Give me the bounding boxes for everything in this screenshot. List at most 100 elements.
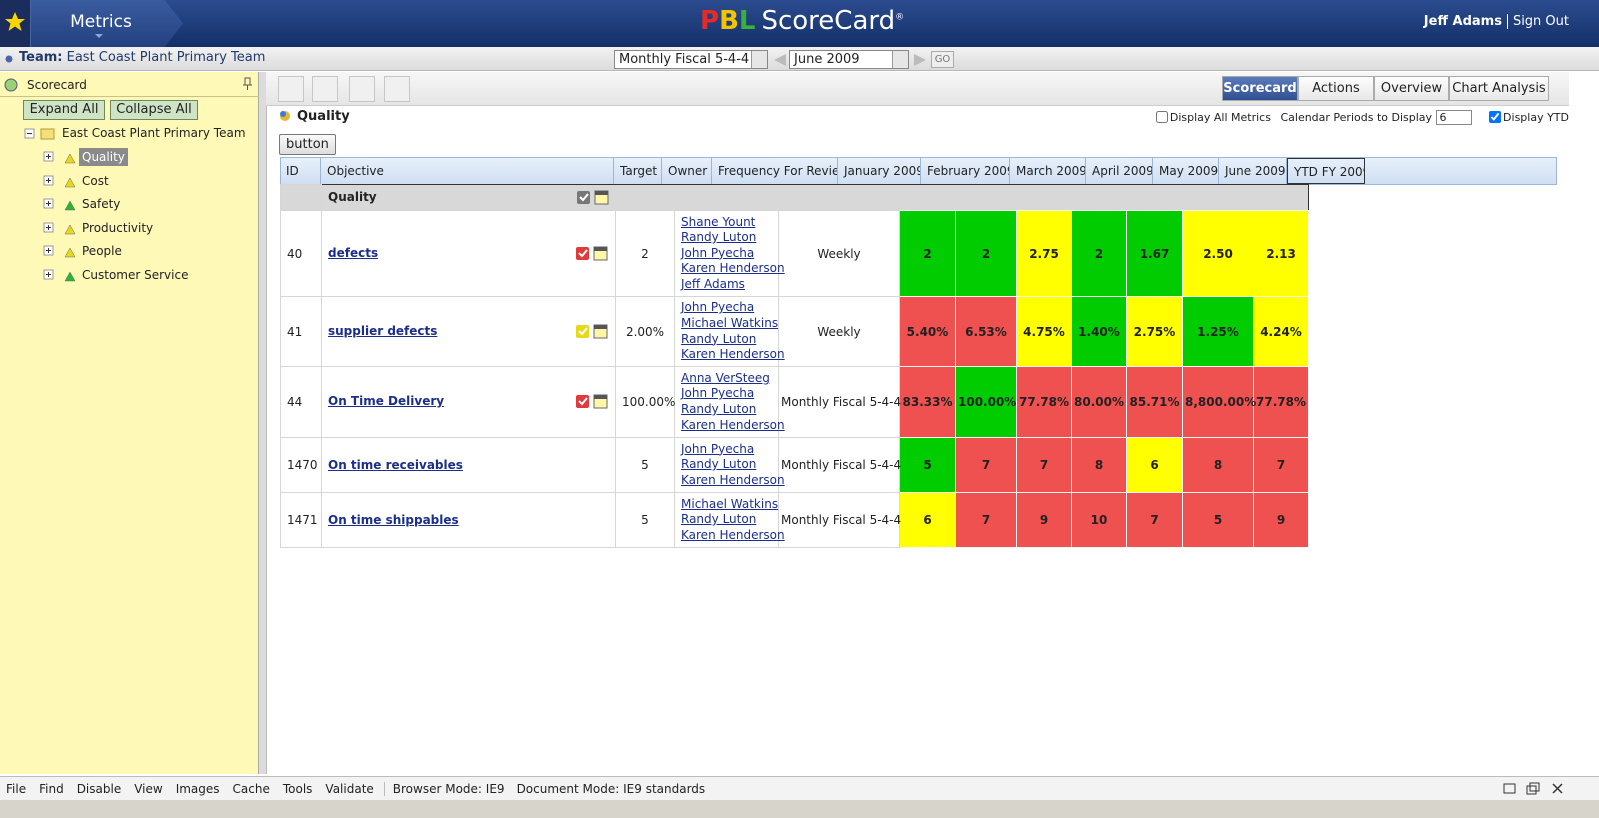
score-cell[interactable]: 5	[899, 437, 956, 493]
copy-button[interactable]	[312, 76, 338, 102]
frequency-select[interactable]: Monthly Fiscal 5-4-4	[614, 50, 768, 69]
score-cell[interactable]: 77.78%	[1252, 366, 1310, 438]
period-select[interactable]: June 2009	[789, 50, 909, 69]
score-cell[interactable]: 2	[899, 210, 956, 297]
favorite-button[interactable]	[278, 76, 304, 102]
owner-link[interactable]: John Pyecha	[681, 441, 755, 456]
print-button[interactable]	[349, 76, 375, 102]
score-cell[interactable]: 7	[955, 492, 1017, 548]
sign-out[interactable]: Sign Out	[1506, 14, 1569, 29]
score-cell[interactable]: 7	[1016, 437, 1072, 493]
objective-link[interactable]: supplier defects	[328, 323, 438, 338]
score-cell[interactable]: 8	[1182, 437, 1254, 493]
score-cell[interactable]: 85.71%	[1126, 366, 1183, 438]
owner-link[interactable]: Randy Luton	[681, 457, 757, 472]
objective-link[interactable]: On time receivables	[328, 458, 463, 472]
document-mode[interactable]: Document Mode: IE9 standards	[517, 782, 706, 796]
browser-mode[interactable]: Browser Mode: IE9	[383, 782, 505, 796]
owner-link[interactable]: Anna VerSteeg	[681, 370, 770, 385]
score-cell[interactable]: 6.53%	[955, 296, 1017, 367]
objective-link[interactable]: On Time Delivery	[328, 394, 445, 408]
menu-label[interactable]: Metrics	[70, 12, 132, 32]
owner-link[interactable]: Michael Watkins	[681, 315, 779, 330]
favorites-star[interactable]	[0, 0, 31, 47]
pin-icon[interactable]	[242, 77, 254, 91]
score-cell[interactable]: 83.33%	[899, 366, 956, 438]
score-cell[interactable]: 5	[1182, 492, 1254, 548]
score-cell[interactable]: 2.13	[1252, 210, 1310, 297]
column-header[interactable]: June 2009	[1219, 158, 1287, 184]
score-cell[interactable]: 2	[1071, 210, 1127, 297]
owner-link[interactable]: John Pyecha	[681, 386, 755, 401]
score-cell[interactable]: 1.40%	[1071, 296, 1127, 367]
owner-link[interactable]: Karen Henderson	[681, 472, 785, 487]
tree-node[interactable]: Productivity	[82, 220, 154, 235]
score-cell[interactable]: 77.78%	[1016, 366, 1072, 438]
score-cell[interactable]: 2.75	[1016, 210, 1072, 297]
owner-link[interactable]: John Pyecha	[681, 300, 755, 315]
tree-node[interactable]: Cost	[82, 173, 109, 188]
display-ytd-checkbox[interactable]	[1489, 111, 1502, 123]
score-cell[interactable]: 2	[955, 210, 1017, 297]
owner-link[interactable]: Karen Henderson	[681, 527, 785, 542]
column-header[interactable]: ID	[280, 158, 321, 184]
score-cell[interactable]: 1.25%	[1182, 296, 1254, 367]
score-cell[interactable]: 80.00%	[1071, 366, 1127, 438]
column-header[interactable]: Frequency For Review	[712, 158, 838, 184]
owner-link[interactable]: Karen Henderson	[681, 261, 785, 276]
owner-link[interactable]: John Pyecha	[681, 245, 755, 260]
column-header[interactable]: January 2009	[838, 158, 921, 184]
column-header[interactable]: Owner	[662, 158, 712, 184]
owner-link[interactable]: Randy Luton	[681, 402, 757, 416]
email-button[interactable]	[384, 76, 410, 102]
owner-link[interactable]: Karen Henderson	[681, 347, 785, 362]
owner-link[interactable]: Michael Watkins	[681, 496, 779, 511]
score-cell[interactable]: 9	[1252, 492, 1310, 548]
devtools-menu-item[interactable]: Tools	[282, 782, 313, 796]
column-header[interactable]: YTD FY 2009	[1287, 158, 1365, 184]
tab[interactable]: Scorecard	[1222, 76, 1298, 101]
score-cell[interactable]: 8,800.00%	[1182, 366, 1256, 438]
prev-arrow[interactable]	[771, 52, 789, 68]
column-header[interactable]: Target	[614, 158, 662, 184]
tree-node[interactable]: People	[82, 244, 122, 259]
go-button[interactable]: GO	[931, 51, 954, 68]
column-header[interactable]: February 2009	[921, 158, 1010, 184]
window-controls[interactable]	[1500, 781, 1595, 797]
column-header[interactable]: Objective	[321, 158, 614, 184]
devtools-menu-item[interactable]: File	[6, 782, 27, 796]
tree-node[interactable]: Safety	[82, 197, 121, 212]
tree-root[interactable]: East Coast Plant Primary Team	[62, 126, 246, 140]
owner-link[interactable]: Shane Yount	[681, 214, 756, 229]
tab[interactable]: Actions	[1298, 76, 1374, 101]
display-all-checkbox[interactable]	[1155, 111, 1168, 123]
devtools-menu-item[interactable]: Images	[175, 782, 220, 796]
score-cell[interactable]: 8	[1071, 437, 1127, 493]
column-header[interactable]: May 2009	[1153, 158, 1219, 184]
devtools-menu-item[interactable]: View	[134, 782, 163, 796]
column-header[interactable]: March 2009	[1010, 158, 1086, 184]
tab[interactable]: Chart Analysis	[1449, 76, 1549, 101]
owner-link[interactable]: Randy Luton	[681, 512, 757, 527]
score-cell[interactable]: 2.50	[1182, 210, 1254, 297]
owner-link[interactable]: Jeff Adams	[681, 276, 745, 291]
devtools-menu-item[interactable]: Find	[39, 782, 64, 796]
periods-select[interactable]: 6	[1435, 110, 1472, 125]
score-cell[interactable]: 6	[899, 492, 956, 548]
next-arrow[interactable]	[911, 52, 929, 68]
score-cell[interactable]: 2.75%	[1126, 296, 1183, 367]
score-cell[interactable]: 6	[1126, 437, 1183, 493]
expand-all[interactable]: Expand All	[23, 100, 105, 120]
owner-link[interactable]: Randy Luton	[681, 230, 757, 245]
objective-link[interactable]: On time shippables	[328, 513, 459, 527]
score-cell[interactable]: 7	[1252, 437, 1310, 493]
score-cell[interactable]: 5.40%	[899, 296, 956, 367]
generic-button[interactable]: button	[279, 134, 336, 155]
devtools-menu-item[interactable]: Disable	[76, 782, 122, 796]
owner-link[interactable]: Randy Luton	[681, 331, 757, 346]
score-cell[interactable]: 7	[955, 437, 1017, 493]
tree-node[interactable]: Quality	[79, 148, 128, 166]
tab[interactable]: Overview	[1374, 76, 1449, 101]
devtools-menu-item[interactable]: Cache	[232, 782, 270, 796]
devtools-menu-item[interactable]: Validate	[325, 782, 374, 796]
